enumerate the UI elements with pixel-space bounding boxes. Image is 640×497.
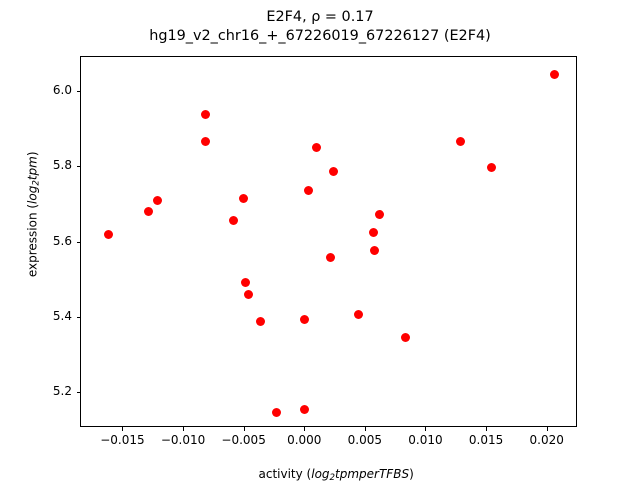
data-point (311, 143, 321, 153)
x-axis-tick-label: 0.005 (347, 433, 383, 447)
data-point (354, 309, 364, 319)
data-point (229, 216, 239, 226)
data-point (271, 407, 281, 417)
y-axis-label-math-pre: log (25, 185, 40, 204)
x-axis-label-prefix: activity ( (258, 467, 312, 481)
y-axis-tick-label: 5.6 (52, 233, 72, 248)
x-axis-tick-label: −0.015 (100, 433, 145, 447)
chart-title-line-1: E2F4, ρ = 0.17 (266, 9, 374, 25)
data-point (243, 289, 253, 299)
data-point (304, 186, 314, 196)
x-axis-tick-mark (425, 427, 427, 431)
x-axis-tick-label: 0.015 (468, 433, 504, 447)
x-axis-tick-mark (183, 427, 185, 431)
y-axis-tick-label: 5.8 (52, 158, 72, 173)
y-axis-tick-label: 6.0 (52, 82, 72, 97)
data-point (374, 210, 384, 220)
y-axis-tick-mark (76, 392, 80, 394)
data-point (328, 167, 338, 177)
plot-axes-frame (80, 56, 577, 427)
x-axis-tick-mark (364, 427, 366, 431)
data-point (455, 136, 465, 146)
data-point (255, 317, 265, 327)
y-axis-label: expression (log2tpm) (12, 36, 56, 407)
y-axis-label-math-sub: 2 (31, 180, 42, 186)
chart-title: E2F4, ρ = 0.17 hg19_v2_chr16_+_67226019_… (0, 8, 640, 46)
y-axis-tick-mark (76, 90, 80, 92)
x-axis-label-math-post: tpmperTFBS (335, 467, 410, 481)
x-axis-tick-mark (486, 427, 488, 431)
data-point (152, 195, 162, 205)
data-point (326, 253, 336, 263)
data-point (241, 277, 251, 287)
y-axis-label-prefix: expression ( (25, 203, 40, 278)
x-axis-tick-label: 0.020 (529, 433, 564, 447)
x-axis-label: activity (log2tpmperTFBS) (80, 453, 577, 497)
data-point (368, 228, 378, 238)
data-point (401, 333, 411, 343)
data-point (201, 109, 211, 119)
y-axis-tick-mark (76, 316, 80, 318)
y-axis-tick-label: 5.2 (52, 384, 72, 399)
data-point (144, 207, 154, 217)
data-point (550, 69, 560, 79)
x-axis-label-math-sub: 2 (329, 472, 336, 483)
x-axis-tick-mark (122, 427, 124, 431)
x-axis-tick-mark (304, 427, 306, 431)
x-axis-tick-mark (243, 427, 245, 431)
x-axis-tick-label: 0.000 (287, 433, 322, 447)
y-axis-tick-label: 5.4 (52, 308, 72, 323)
data-point (369, 246, 379, 256)
plot-data-area (81, 57, 576, 426)
y-axis-tick-mark (76, 241, 80, 243)
data-point (104, 229, 114, 239)
data-point (201, 137, 211, 147)
scatter-plot-figure: E2F4, ρ = 0.17 hg19_v2_chr16_+_67226019_… (0, 8, 640, 483)
x-axis-tick-label: −0.005 (221, 433, 266, 447)
x-axis-label-math-pre: log (311, 467, 330, 481)
x-axis-label-suffix: ) (409, 467, 414, 481)
x-axis-tick-mark (546, 427, 548, 431)
y-axis-tick-mark (76, 166, 80, 168)
data-point (238, 193, 248, 203)
data-point (299, 315, 309, 325)
data-point (487, 162, 497, 172)
x-axis-tick-label: −0.010 (160, 433, 206, 447)
data-point (299, 405, 309, 415)
chart-title-line-2: hg19_v2_chr16_+_67226019_67226127 (E2F4) (149, 28, 491, 44)
y-axis-label-math-post: tpm (25, 156, 40, 181)
x-axis-tick-label: 0.010 (408, 433, 443, 447)
y-axis-label-suffix: ) (25, 151, 40, 157)
